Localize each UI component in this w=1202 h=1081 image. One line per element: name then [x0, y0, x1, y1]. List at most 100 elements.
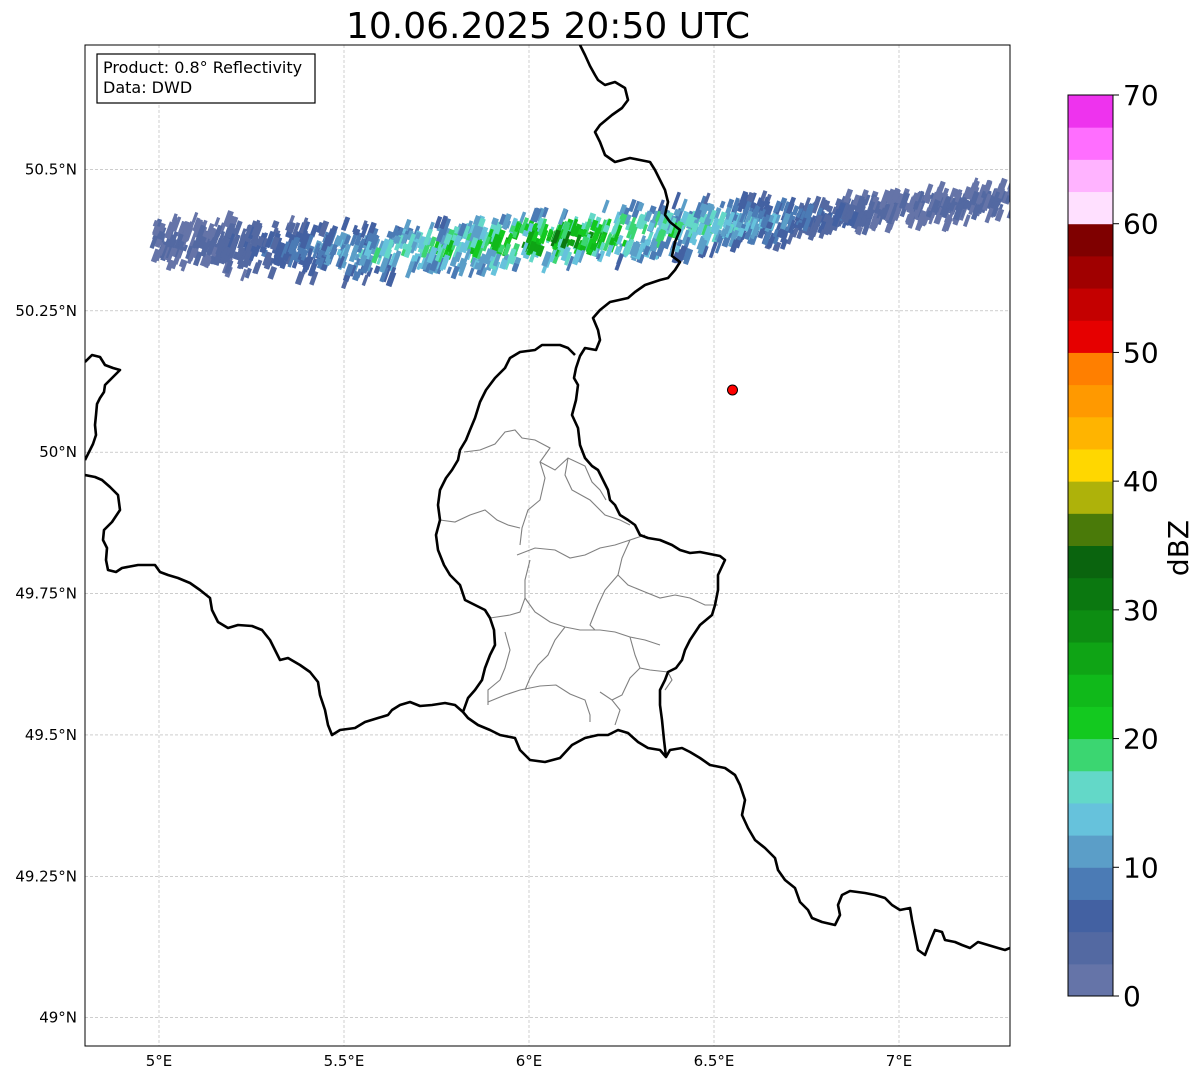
precip-cell [252, 262, 260, 274]
precip-cell [184, 221, 195, 239]
precip-cell [349, 233, 358, 247]
precip-cell [667, 217, 677, 235]
precip-cell [953, 203, 965, 221]
precip-cell [262, 251, 273, 267]
precip-cell [373, 265, 381, 275]
precip-cell [763, 200, 771, 211]
precip-cell [601, 199, 610, 214]
precip-cell [613, 245, 622, 256]
colorbar-tick-label: 50 [1123, 336, 1159, 369]
precip-cell [1001, 190, 1010, 204]
precip-cell [294, 270, 306, 286]
precip-cell [509, 225, 516, 233]
precip-cell [181, 221, 189, 232]
precip-cell [536, 244, 545, 257]
precip-cell [905, 210, 917, 226]
precip-cell [311, 242, 321, 260]
colorbar-swatch [1068, 867, 1113, 900]
precip-cell [411, 255, 421, 274]
precip-cell [235, 246, 246, 262]
colorbar-swatch [1068, 481, 1113, 514]
precip-cell [300, 252, 307, 261]
precip-cell [757, 210, 765, 220]
precip-cell [655, 229, 667, 248]
precip-cell [479, 226, 489, 241]
precip-cell [629, 224, 639, 243]
precip-cell [695, 222, 705, 236]
precip-cell [439, 215, 449, 230]
precip-cell [287, 249, 297, 268]
precip-cell [192, 248, 199, 259]
precip-cell [299, 217, 309, 234]
precip-cell [379, 238, 391, 257]
precip-cell [264, 230, 276, 249]
precip-cell [722, 218, 730, 228]
precip-cell [571, 249, 583, 266]
borders [85, 45, 1010, 957]
precip-cell [791, 205, 800, 216]
national-borders [85, 45, 1010, 957]
precip-cell [822, 213, 831, 223]
precip-cell [913, 200, 921, 210]
precip-cell [360, 222, 369, 239]
precip-cell [192, 239, 201, 249]
precip-cell [846, 200, 858, 220]
precip-cell [891, 188, 901, 202]
precip-cell [602, 234, 613, 252]
precip-cell [810, 201, 820, 214]
precip-cell [647, 222, 655, 232]
precip-cell [244, 267, 252, 279]
precip-cell [541, 250, 552, 268]
precip-cell [506, 233, 514, 245]
precip-cell [197, 235, 207, 250]
precip-cell [429, 236, 437, 248]
precip-cell [557, 207, 568, 226]
lon-tick-label: 7°E [886, 1052, 913, 1070]
precip-cell [426, 246, 438, 264]
precipitation-band [149, 176, 1010, 290]
colorbar-swatch [1068, 899, 1113, 933]
precip-cell [354, 253, 360, 261]
precip-cell [712, 207, 722, 221]
precip-cell [212, 224, 223, 241]
precip-cell [536, 217, 545, 229]
colorbar-swatch [1068, 191, 1113, 225]
precip-cell [614, 253, 624, 271]
precip-cell [403, 245, 413, 259]
colorbar-tick-label: 70 [1123, 79, 1159, 112]
precip-cell [419, 257, 427, 270]
precip-cell [738, 190, 749, 208]
precip-cell [552, 243, 559, 251]
precip-cell [547, 228, 553, 238]
precip-cell [696, 235, 705, 251]
precip-cell [847, 210, 859, 228]
precip-cell [520, 242, 529, 256]
precip-cell [879, 204, 890, 219]
precip-cell [631, 242, 641, 258]
colorbar-swatch [1068, 931, 1113, 965]
precip-cell [446, 266, 453, 275]
precip-cell [423, 228, 433, 246]
precip-cell [697, 238, 708, 255]
latitude-ticks: 50.5°N 50.25°N 50°N 49.75°N 49.5°N 49.25°N 49°… [15, 160, 77, 1026]
precip-cell [397, 227, 404, 236]
precip-cell [400, 233, 409, 245]
precip-cell [941, 213, 952, 233]
colorbar-swatch [1068, 738, 1113, 772]
precip-cell [879, 189, 891, 208]
precip-cell [352, 270, 361, 282]
precip-cell [636, 201, 645, 212]
precip-cell [251, 225, 261, 237]
precip-cell [252, 249, 258, 257]
precip-cell [152, 219, 159, 228]
precip-cell [968, 202, 976, 215]
precip-cell [623, 241, 633, 257]
precip-cell [316, 256, 325, 270]
precip-cell [970, 177, 979, 194]
precip-cell [150, 248, 161, 263]
colorbar-swatch [1068, 835, 1113, 868]
precip-cell [497, 243, 506, 254]
colorbar-ticks: 0 10 20 30 40 50 60 70 [1113, 79, 1159, 1013]
precip-cell [491, 217, 499, 226]
precip-cell [818, 220, 829, 239]
